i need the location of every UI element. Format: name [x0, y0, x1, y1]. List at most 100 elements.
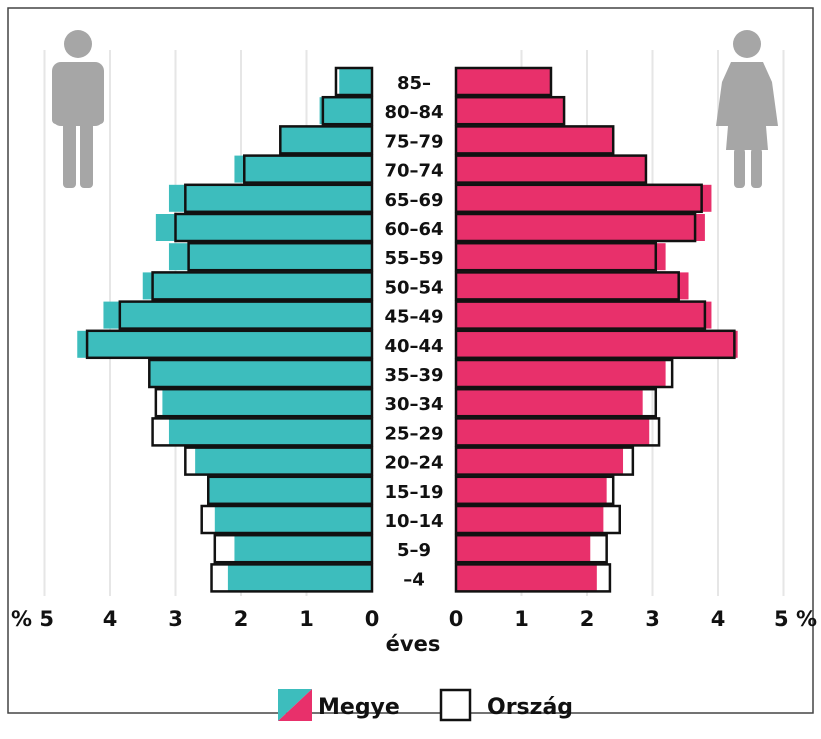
bar-orszag-right — [454, 183, 703, 214]
age-label: 15–19 — [384, 482, 443, 503]
bar-megye-right — [456, 184, 712, 212]
age-label: –4 — [403, 569, 425, 590]
bar-orszag-right — [454, 95, 566, 126]
bar-megye-left — [77, 330, 372, 358]
age-label: 45–49 — [384, 307, 443, 328]
bar-megye-left — [227, 564, 372, 592]
left-bars — [77, 68, 372, 592]
bar-orszag-right — [454, 154, 648, 184]
bar-megye-left — [168, 243, 372, 271]
bar-orszag-left — [321, 95, 374, 126]
bar-orszag-right — [454, 271, 680, 301]
right-tick-label: 3 — [645, 607, 660, 631]
bar-megye-left — [103, 301, 372, 329]
right-bars — [456, 68, 738, 592]
bar-orszag-left — [207, 475, 374, 506]
bar-orszag-right — [454, 446, 635, 476]
bar-orszag-left — [243, 154, 374, 184]
bar-megye-right — [456, 330, 738, 358]
right-tick-label: 2 — [580, 607, 595, 631]
bar-megye-right — [456, 155, 646, 183]
bar-megye-right — [456, 564, 597, 592]
bar-megye-left — [195, 447, 372, 475]
bar-orszag-right — [454, 66, 553, 97]
bar-orszag-right — [454, 387, 658, 418]
bar-orszag-left — [213, 533, 374, 564]
bar-megye-right — [456, 476, 607, 504]
left-outlines — [85, 66, 374, 593]
bar-megye-left — [142, 272, 372, 300]
bar-orszag-left — [174, 212, 374, 243]
chart-frame — [7, 7, 814, 714]
bar-megye-left — [208, 476, 372, 504]
bar-orszag-right — [454, 125, 615, 155]
bar-megye-left — [149, 360, 372, 387]
bar-megye-right — [456, 272, 689, 300]
bar-megye-right — [456, 97, 565, 125]
age-label: 35–39 — [384, 365, 443, 386]
bar-megye-right — [456, 360, 666, 387]
age-label: 55–59 — [384, 248, 443, 269]
age-label: 30–34 — [384, 394, 443, 415]
bar-megye-left — [162, 389, 372, 417]
bar-orszag-left — [184, 183, 374, 214]
bar-megye-left — [155, 214, 372, 241]
bar-megye-right — [456, 389, 643, 417]
bar-megye-right — [456, 447, 624, 475]
legend-swatch-orszag — [439, 688, 472, 722]
right-tick-label: 5 % — [774, 607, 817, 631]
bar-orszag-left — [184, 446, 374, 476]
age-label: 60–64 — [384, 219, 443, 240]
bar-megye-right — [456, 214, 705, 241]
right-outlines — [454, 66, 736, 593]
right-tick-label: 1 — [514, 607, 529, 631]
age-label: 70–74 — [384, 161, 443, 182]
bar-orszag-right — [454, 300, 707, 330]
bar-orszag-right — [454, 563, 612, 593]
age-label: 85– — [397, 73, 431, 94]
male-figure-icon — [52, 30, 104, 188]
bar-orszag-left — [154, 387, 374, 418]
bar-orszag-right — [454, 358, 674, 389]
bar-orszag-left — [148, 358, 374, 389]
bar-orszag-right — [454, 212, 697, 243]
left-tick-label: 3 — [168, 607, 183, 631]
bar-orszag-left — [151, 271, 374, 301]
left-tick-label: % 5 — [11, 607, 54, 631]
bar-megye-right — [456, 535, 591, 563]
bar-orszag-right — [454, 475, 615, 506]
bar-megye-right — [456, 68, 551, 95]
bar-orszag-left — [118, 300, 374, 330]
left-tick-label: 0 — [365, 607, 380, 631]
bar-megye-right — [456, 418, 650, 446]
bar-megye-left — [280, 126, 372, 154]
left-tick-label: 1 — [299, 607, 314, 631]
bar-megye-left — [168, 184, 372, 212]
legend: Megye Ország — [278, 688, 573, 722]
bar-megye-left — [214, 506, 372, 533]
left-tick-label: 4 — [103, 607, 118, 631]
female-figure-icon — [716, 30, 778, 188]
bar-megye-left — [339, 68, 372, 95]
legend-label-megye: Megye — [318, 695, 400, 720]
bar-megye-right — [456, 243, 666, 271]
bar-orszag-left — [200, 504, 374, 535]
age-label: 65–69 — [384, 190, 443, 211]
age-label: 10–14 — [384, 511, 443, 532]
x-axis-label: éves — [386, 632, 441, 656]
bar-orszag-left — [85, 329, 374, 360]
age-label: 50–54 — [384, 277, 443, 298]
bar-orszag-left — [151, 417, 374, 447]
age-labels: 85– 80–84 75–79 70–74 65–69 60–64 55–59 50–54 45… — [384, 73, 443, 590]
right-tick-label: 0 — [449, 607, 464, 631]
bar-megye-right — [456, 506, 604, 533]
bar-orszag-right — [454, 329, 736, 360]
age-label: 40–44 — [384, 336, 443, 357]
bar-megye-left — [319, 97, 372, 125]
age-label: 5–9 — [397, 540, 431, 561]
age-label: 80–84 — [384, 102, 443, 123]
right-tick-labels: 0 1 2 3 4 5 % — [449, 607, 817, 631]
bar-megye-left — [234, 155, 372, 183]
bar-orszag-right — [454, 241, 658, 272]
bar-orszag-left — [210, 563, 374, 593]
